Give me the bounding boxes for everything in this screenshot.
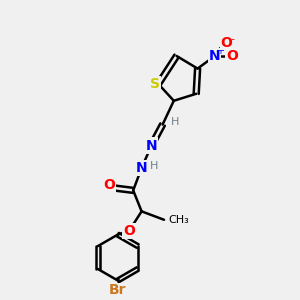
Text: H: H: [149, 161, 158, 171]
Text: N: N: [208, 49, 220, 63]
Text: Br: Br: [109, 283, 127, 297]
Text: O: O: [123, 224, 135, 238]
Text: S: S: [150, 77, 160, 91]
Text: N: N: [136, 161, 147, 175]
Text: -: -: [231, 34, 235, 44]
Text: O: O: [226, 49, 238, 63]
Text: CH₃: CH₃: [168, 215, 189, 225]
Text: +: +: [216, 46, 224, 56]
Text: O: O: [220, 35, 232, 50]
Text: H: H: [170, 117, 179, 127]
Text: O: O: [103, 178, 115, 192]
Text: N: N: [146, 139, 157, 153]
